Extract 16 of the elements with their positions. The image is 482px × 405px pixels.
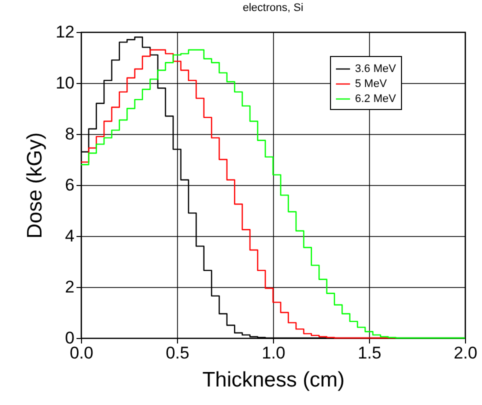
y-tick-label: 12	[56, 22, 74, 42]
y-tick-label: 2	[65, 278, 74, 296]
legend-label: 3.6 MeV	[355, 63, 397, 75]
x-tick-label: 1.0	[262, 344, 286, 362]
x-axis-title: Thickness (cm)	[202, 368, 345, 392]
chart-title: electrons, Si	[242, 2, 304, 14]
legend-label: 6.2 MeV	[355, 93, 397, 105]
x-tick-label: 0.5	[166, 344, 190, 362]
y-tick-label: 6	[65, 176, 74, 194]
x-tick-label: 1.5	[358, 344, 382, 362]
y-axis-title: Dose (kGy)	[24, 132, 47, 239]
y-tick-label: 8	[65, 124, 74, 144]
x-tick-label: 2.0	[454, 344, 478, 362]
y-tick-label: 10	[56, 74, 74, 92]
legend-label: 5 MeV	[355, 78, 388, 90]
y-tick-label: 4	[65, 226, 74, 246]
